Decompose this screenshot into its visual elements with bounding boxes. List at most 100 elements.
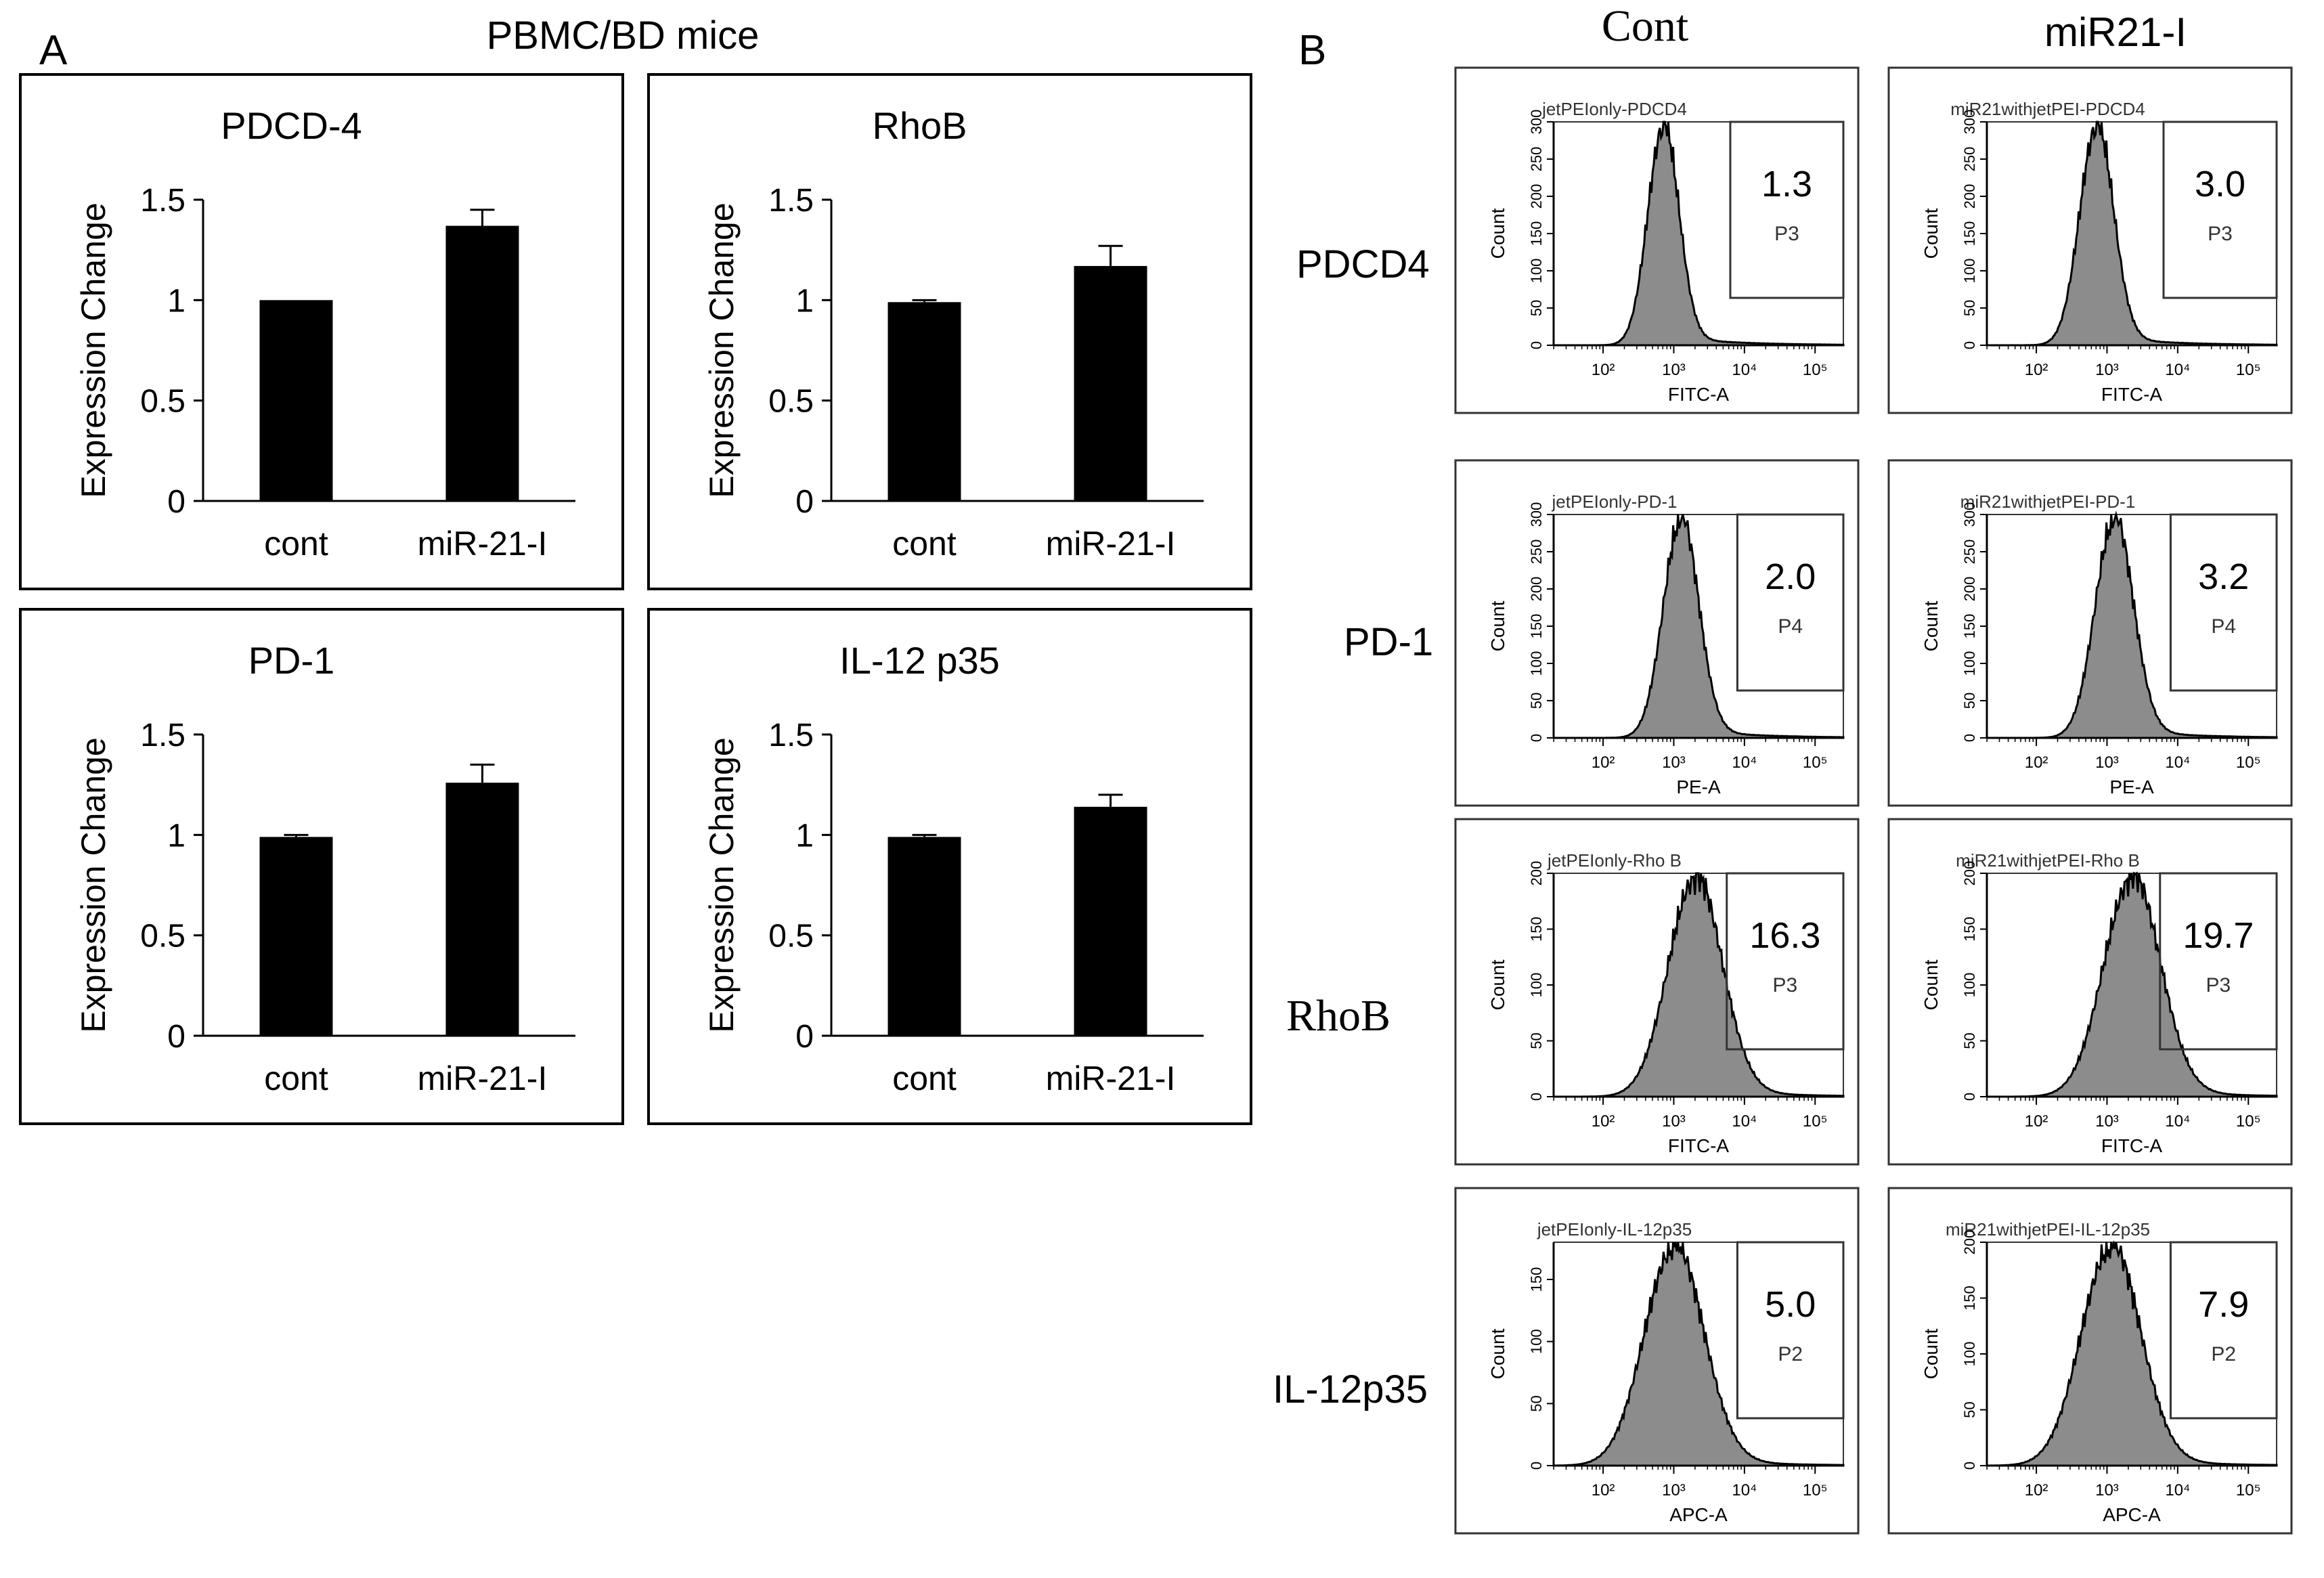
hist-x-label: FITC-A	[1668, 1135, 1730, 1156]
bar-chart-title: PDCD-4	[221, 104, 361, 147]
hist-x-tick-label: 10²	[1592, 753, 1615, 772]
x-category-label: miR-21-I	[1046, 1059, 1176, 1097]
hist-x-label: PE-A	[1676, 776, 1721, 797]
hist-y-tick-label: 200	[1528, 861, 1545, 886]
histogram-il12p35-cont: jetPEIonly-IL-12p35 5.0 P2 0 50 100 150 Count 10…	[1454, 1187, 1860, 1535]
count-distribution	[1986, 1240, 2278, 1467]
histogram-title: miR21withjetPEI-PDCD4	[1950, 99, 2145, 119]
bar-cont	[259, 837, 333, 1036]
hist-y-tick-label: 200	[1961, 184, 1978, 209]
count-distribution	[1987, 871, 2278, 1098]
histogram-title: jetPEIonly-PD-1	[1552, 491, 1678, 512]
row-label-rhob: RhoB	[1286, 991, 1390, 1040]
y-tick-label: 0	[795, 1019, 814, 1055]
bar-chart-il12: IL-12 p35 0 0.5 1 1.5 Expression Change cont mi…	[647, 608, 1252, 1125]
hist-y-tick-label: 150	[1528, 614, 1545, 639]
bar-chart-frame	[647, 608, 1252, 1125]
x-category-label: cont	[892, 525, 957, 563]
histogram-title: jetPEIonly-IL-12p35	[1537, 1219, 1692, 1240]
gate-name: P3	[2208, 223, 2233, 245]
gate-box	[1729, 120, 1845, 299]
hist-x-tick-label: 10²	[1592, 361, 1615, 379]
hist-x-tick-label: 10⁴	[1732, 1112, 1757, 1131]
hist-x-tick-label: 10⁵	[1803, 1481, 1828, 1499]
hist-y-tick-label: 100	[1528, 1329, 1545, 1354]
hist-y-label: Count	[1487, 959, 1508, 1010]
hist-x-tick-label: 10⁵	[2236, 1481, 2261, 1499]
hist-y-label: Count	[1487, 600, 1508, 651]
y-axis-label: Expression Change	[74, 737, 112, 1032]
histogram-frame	[1454, 459, 1860, 807]
panel-a-title: PBMC/BD mice	[487, 14, 760, 58]
gate-box	[2159, 872, 2278, 1051]
hist-x-tick-label: 10⁴	[1732, 1481, 1757, 1499]
hist-x-tick-label: 10⁴	[1732, 361, 1757, 379]
histogram-pd1-cont: jetPEIonly-PD-1 2.0 P4 0 50 100 150 200 250 300 Co…	[1454, 459, 1860, 807]
y-tick-label: 1	[167, 283, 185, 319]
histogram-rhob-mir21: miR21withjetPEI-Rho B 19.7 P3 0 50 100 150 200 C…	[1887, 818, 2293, 1166]
hist-y-tick-label: 50	[1528, 1032, 1545, 1049]
hist-x-tick-label: 10⁵	[2236, 753, 2261, 772]
hist-x-tick-label: 10²	[2025, 753, 2048, 772]
count-distribution	[1552, 1242, 1845, 1467]
hist-x-tick-label: 10²	[1592, 1481, 1615, 1499]
count-distribution	[1987, 120, 2278, 347]
histogram-frame	[1887, 459, 2293, 807]
hist-y-label: Count	[1921, 600, 1942, 651]
gate-name: P4	[2211, 615, 2236, 638]
y-tick-label: 1	[795, 818, 814, 854]
x-category-label: miR-21-I	[418, 1059, 548, 1097]
hist-y-tick-label: 100	[1528, 259, 1545, 284]
gate-box	[2162, 120, 2278, 299]
hist-x-tick-label: 10²	[2025, 1112, 2048, 1131]
hist-y-tick-label: 300	[1528, 110, 1545, 135]
hist-y-tick-label: 300	[1961, 502, 1978, 527]
hist-y-tick-label: 100	[1528, 651, 1545, 676]
x-category-label: miR-21-I	[418, 525, 548, 563]
panel-b-letter: B	[1298, 27, 1326, 74]
histogram-title: miR21withjetPEI-IL-12p35	[1946, 1219, 2150, 1240]
bar-mir21	[445, 225, 519, 501]
x-category-label: cont	[264, 525, 328, 563]
row-label-pdcd4: PDCD4	[1296, 242, 1430, 286]
row-label-pd1: PD-1	[1344, 620, 1433, 664]
hist-y-tick-label: 100	[1961, 651, 1978, 676]
hist-x-tick-label: 10³	[2095, 753, 2119, 772]
y-tick-label: 0	[795, 484, 814, 520]
y-tick-label: 1.5	[140, 718, 185, 753]
histogram-pd1-mir21: miR21withjetPEI-PD-1 3.2 P4 0 50 100 150 200 250…	[1887, 459, 2293, 807]
bar-cont	[887, 302, 961, 501]
gate-percent: 3.0	[2195, 164, 2245, 204]
bar-chart-rhob: RhoB 0 0.5 1 1.5 Expression Change cont miR-21-…	[647, 73, 1252, 590]
histogram-frame	[1887, 1187, 2293, 1535]
histogram-frame	[1454, 1187, 1860, 1535]
hist-y-tick-label: 150	[1961, 221, 1978, 246]
hist-y-tick-label: 0	[1528, 734, 1545, 742]
hist-y-tick-label: 150	[1961, 917, 1978, 942]
hist-y-label: Count	[1487, 208, 1508, 259]
hist-y-tick-label: 100	[1528, 973, 1545, 998]
hist-y-tick-label: 0	[1528, 1093, 1545, 1101]
histogram-frame	[1887, 818, 2293, 1166]
x-category-label: miR-21-I	[1046, 525, 1176, 563]
bar-chart-title: RhoB	[872, 104, 967, 147]
col-header-cont: Cont	[1602, 1, 1688, 51]
hist-x-tick-label: 10³	[2095, 361, 2119, 379]
histogram-frame	[1454, 818, 1860, 1166]
hist-y-tick-label: 0	[1528, 341, 1545, 349]
hist-y-tick-label: 50	[1528, 693, 1545, 709]
count-distribution	[1987, 510, 2278, 739]
y-tick-label: 0.5	[768, 919, 814, 955]
hist-y-tick-label: 250	[1528, 540, 1545, 565]
hist-x-tick-label: 10³	[1662, 361, 1686, 379]
count-distribution	[1554, 872, 1845, 1098]
hist-y-tick-label: 200	[1528, 577, 1545, 602]
hist-y-tick-label: 150	[1528, 917, 1545, 942]
hist-x-tick-label: 10⁵	[2236, 1112, 2261, 1131]
hist-y-label: Count	[1921, 208, 1942, 259]
histogram-title: miR21withjetPEI-PD-1	[1960, 491, 2136, 512]
hist-y-tick-label: 50	[1528, 1395, 1545, 1411]
bar-chart-title: PD-1	[248, 639, 335, 682]
hist-x-tick-label: 10³	[2095, 1481, 2119, 1499]
hist-y-tick-label: 0	[1528, 1462, 1545, 1470]
